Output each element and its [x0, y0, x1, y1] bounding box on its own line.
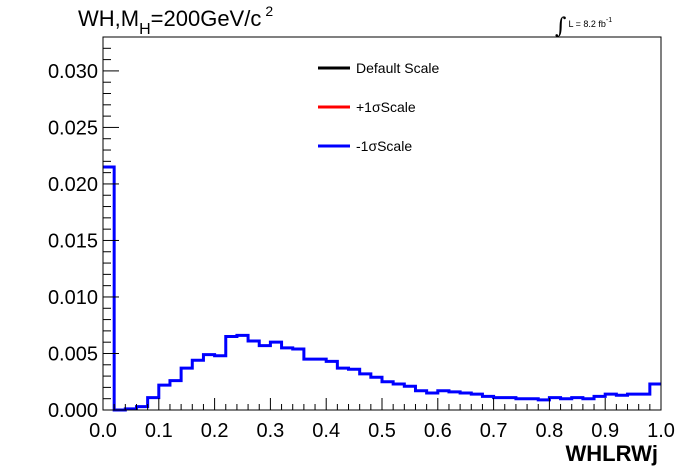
x-tick-label: 0.9 [591, 420, 619, 442]
x-tick-label: 0.7 [480, 420, 508, 442]
title-middle: =200GeV/c [150, 6, 262, 31]
plot-frame [102, 36, 662, 411]
title-subscript: H [139, 21, 151, 38]
y-tick-label: 0.020 [48, 174, 98, 196]
legend-label: Default Scale [356, 60, 439, 76]
y-tick-label: 0.000 [48, 400, 98, 422]
x-tick-label: 0.8 [535, 420, 563, 442]
title-superscript: 2 [265, 3, 274, 19]
x-tick-label: 0.1 [145, 420, 173, 442]
y-tick-label: 0.015 [48, 230, 98, 252]
luminosity-label: ∫ L = 8.2 fb-1 [555, 8, 613, 39]
histogram-series-line [103, 165, 661, 412]
x-tick-label: 0.4 [312, 420, 340, 442]
histogram-series-layer [103, 165, 661, 412]
x-tick-label: 0.3 [256, 420, 284, 442]
luminosity-superscript: -1 [605, 17, 613, 24]
plot-title: WH,MH=200GeV/c 2 [78, 3, 274, 38]
integral-symbol: ∫ [555, 14, 567, 39]
legend-label: +1σScale [356, 99, 416, 115]
y-tick-label: 0.010 [48, 287, 98, 309]
legend-label: -1σScale [356, 138, 412, 154]
axis-ticks: 0.0 0.1 0.2 0.3 0.4 0.5 0.6 0.7 0.8 0.9 1.0 0.000 0.… [48, 36, 675, 442]
y-tick-label: 0.025 [48, 117, 98, 139]
x-tick-label: 0.0 [89, 420, 117, 442]
title-prefix: WH,M [78, 6, 140, 31]
x-tick-label: 0.6 [424, 420, 452, 442]
luminosity-text: L = 8.2 fb [568, 19, 606, 29]
x-tick-label: 1.0 [647, 420, 675, 442]
x-tick-label: 0.2 [201, 420, 229, 442]
y-tick-label: 0.030 [48, 61, 98, 83]
x-tick-label: 0.5 [368, 420, 396, 442]
legend: Default Scale +1σScale -1σScale [318, 60, 439, 154]
y-tick-label: 0.005 [48, 343, 98, 365]
x-axis-label: WHLRWj [566, 441, 658, 466]
